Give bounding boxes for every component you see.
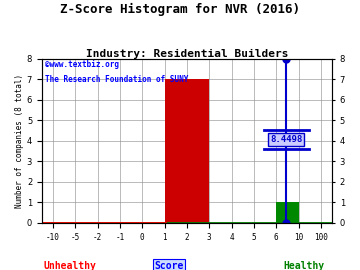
Text: Unhealthy: Unhealthy — [43, 261, 96, 270]
Text: The Research Foundation of SUNY: The Research Foundation of SUNY — [45, 75, 188, 84]
Text: Score: Score — [154, 261, 184, 270]
Title: Industry: Residential Builders: Industry: Residential Builders — [86, 49, 288, 59]
Text: Z-Score Histogram for NVR (2016): Z-Score Histogram for NVR (2016) — [60, 3, 300, 16]
Bar — [276, 202, 298, 223]
Bar — [165, 79, 209, 223]
Text: Healthy: Healthy — [283, 261, 324, 270]
Text: 8.4498: 8.4498 — [270, 135, 302, 144]
Y-axis label: Number of companies (8 total): Number of companies (8 total) — [15, 74, 24, 208]
Text: ©www.textbiz.org: ©www.textbiz.org — [45, 60, 119, 69]
